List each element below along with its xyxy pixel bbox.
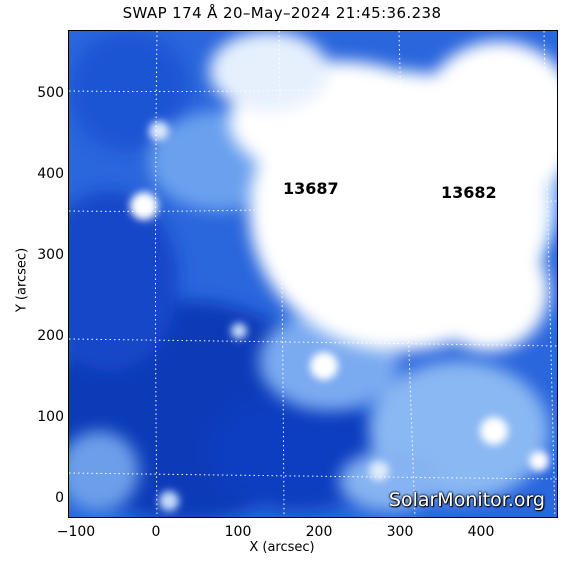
x-tick-label: 400: [467, 524, 495, 540]
active-region-label-13687[interactable]: 13687: [283, 179, 339, 198]
y-tick-label: 0: [55, 490, 64, 506]
heliographic-grid: [69, 31, 557, 517]
y-tick-label: 500: [37, 85, 64, 101]
y-tick-label: 100: [37, 409, 64, 425]
solar-image: [69, 31, 557, 517]
y-tick-label: 200: [37, 328, 64, 344]
x-axis-label: X (arcsec): [249, 540, 315, 555]
y-tick-label: 400: [37, 166, 64, 182]
x-tick-label: 100: [224, 524, 252, 540]
x-tick-label: 0: [151, 524, 161, 540]
x-tick-label: 300: [386, 524, 414, 540]
image-title: SWAP 174 Å 20–May–2024 21:45:36.238: [122, 4, 442, 22]
watermark: SolarMonitor.org: [388, 489, 545, 511]
active-region-label-13682[interactable]: 13682: [441, 183, 497, 202]
solar-image-panel[interactable]: 13687 13682 SolarMonitor.org: [68, 30, 558, 518]
bright-active-region: [209, 31, 557, 351]
bright-points: [130, 121, 549, 511]
x-tick-label: 200: [305, 524, 333, 540]
y-axis-label: Y (arcsec): [14, 247, 30, 313]
x-tick-label: −100: [56, 524, 96, 540]
y-tick-label: 300: [37, 247, 64, 263]
